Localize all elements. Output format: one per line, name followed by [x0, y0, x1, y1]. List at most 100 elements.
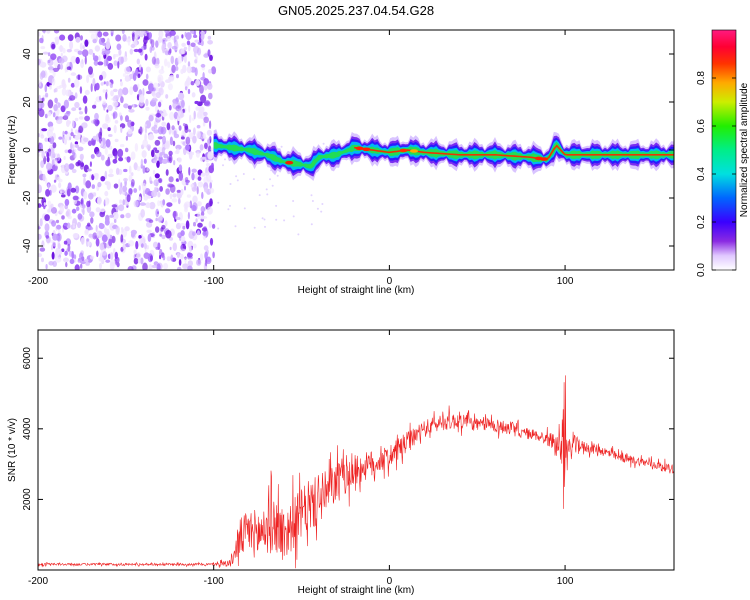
noise-speckle — [136, 166, 141, 172]
snr-x-axis-label: Height of straight line (km) — [298, 585, 415, 596]
noise-speckle — [90, 154, 95, 159]
noise-speckle — [139, 202, 146, 206]
noise-speckle — [191, 168, 197, 173]
noise-speckle — [120, 96, 124, 104]
noise-speckle — [75, 161, 80, 167]
noise-speckle — [50, 184, 57, 193]
noise-speckle — [115, 34, 122, 42]
noise-speckle — [168, 157, 172, 162]
noise-speckle — [84, 105, 88, 115]
noise-speckle — [176, 189, 181, 193]
noise-speckle — [90, 33, 96, 40]
noise-speckle — [103, 81, 106, 85]
noise-speckle — [38, 108, 45, 118]
noise-speckle — [77, 74, 81, 81]
noise-speckle — [180, 230, 185, 237]
noise-speckle — [200, 211, 205, 217]
noise-speckle — [70, 72, 77, 76]
noise-speckle — [128, 174, 133, 182]
noise-speckle — [86, 168, 92, 172]
noise-speckle — [67, 182, 72, 190]
noise-speckle — [131, 104, 138, 108]
noise-speckle — [137, 73, 141, 79]
noise-speckle — [146, 144, 151, 150]
noise-speckle — [65, 89, 71, 97]
noise-speckle — [52, 67, 59, 72]
noise-speckle — [84, 89, 90, 96]
noise-speckle — [192, 135, 197, 144]
noise-speckle — [172, 140, 176, 147]
noise-speckle — [156, 263, 161, 270]
noise-speckle — [90, 83, 93, 92]
noise-speckle — [113, 219, 117, 223]
noise-speckle — [199, 144, 204, 151]
noise-speckle — [41, 150, 45, 159]
noise-speckle — [194, 59, 198, 64]
noise-speckle — [99, 242, 105, 251]
noise-speckle — [193, 50, 197, 57]
noise-speckle — [100, 82, 104, 86]
colorbar-tick-label: 0.6 — [696, 119, 707, 133]
noise-speckle — [101, 50, 107, 56]
noise-speckle — [74, 101, 80, 109]
noise-speckle — [206, 206, 213, 215]
noise-speckle — [128, 240, 135, 247]
noise-speckle — [118, 49, 122, 56]
noise-speckle — [78, 111, 84, 115]
noise-speckle — [38, 184, 42, 193]
noise-speckle — [59, 63, 64, 70]
noise-speckle — [197, 230, 200, 236]
noise-speckle — [79, 252, 84, 260]
noise-speckle — [135, 68, 139, 76]
noise-speckle — [140, 257, 144, 265]
noise-speckle — [88, 66, 93, 75]
noise-speckle — [153, 94, 157, 99]
noise-speckle — [192, 231, 196, 237]
noise-speckle — [127, 128, 133, 135]
snr-panel: -200 -100 0 100 2000 4000 6000 Height of stra… — [7, 329, 675, 596]
noise-speckle — [69, 136, 72, 141]
y-tick-label: 2000 — [22, 488, 33, 511]
noise-speckle — [38, 226, 41, 230]
noise-speckle — [62, 83, 67, 89]
noise-speckle — [269, 178, 271, 181]
noise-speckle — [47, 52, 51, 57]
noise-speckle — [107, 104, 113, 112]
noise-speckle — [98, 223, 105, 230]
noise-speckle — [169, 74, 175, 82]
noise-speckle — [164, 58, 168, 67]
noise-speckle — [140, 209, 145, 218]
noise-speckle — [117, 61, 120, 69]
noise-speckle — [138, 196, 142, 201]
noise-speckle — [167, 83, 173, 91]
noise-speckle — [61, 215, 65, 220]
noise-speckle — [169, 136, 173, 146]
noise-speckle — [63, 156, 66, 160]
noise-speckle — [52, 112, 56, 118]
noise-speckle — [139, 126, 143, 135]
noise-speckle — [147, 133, 155, 141]
noise-speckle — [70, 132, 74, 137]
noise-speckle — [71, 107, 77, 112]
noise-speckle — [125, 115, 129, 123]
noise-speckle — [130, 43, 136, 49]
x-tick-label: 100 — [557, 276, 574, 287]
noise-speckle — [90, 217, 94, 224]
noise-speckle — [137, 258, 141, 264]
signal-track — [213, 129, 674, 181]
noise-speckle — [88, 48, 94, 55]
noise-speckle — [197, 222, 203, 228]
noise-speckle — [110, 32, 114, 37]
noise-speckle — [122, 199, 126, 206]
noise-speckle — [130, 229, 137, 235]
noise-speckle — [127, 38, 131, 46]
noise-speckle — [115, 167, 120, 175]
noise-speckle — [95, 207, 101, 213]
noise-speckle — [206, 82, 213, 90]
noise-speckle — [148, 219, 154, 223]
noise-speckle — [44, 113, 48, 119]
noise-speckle — [70, 82, 75, 88]
noise-speckle — [201, 216, 208, 219]
noise-speckle — [201, 191, 204, 200]
noise-speckle — [112, 100, 119, 107]
